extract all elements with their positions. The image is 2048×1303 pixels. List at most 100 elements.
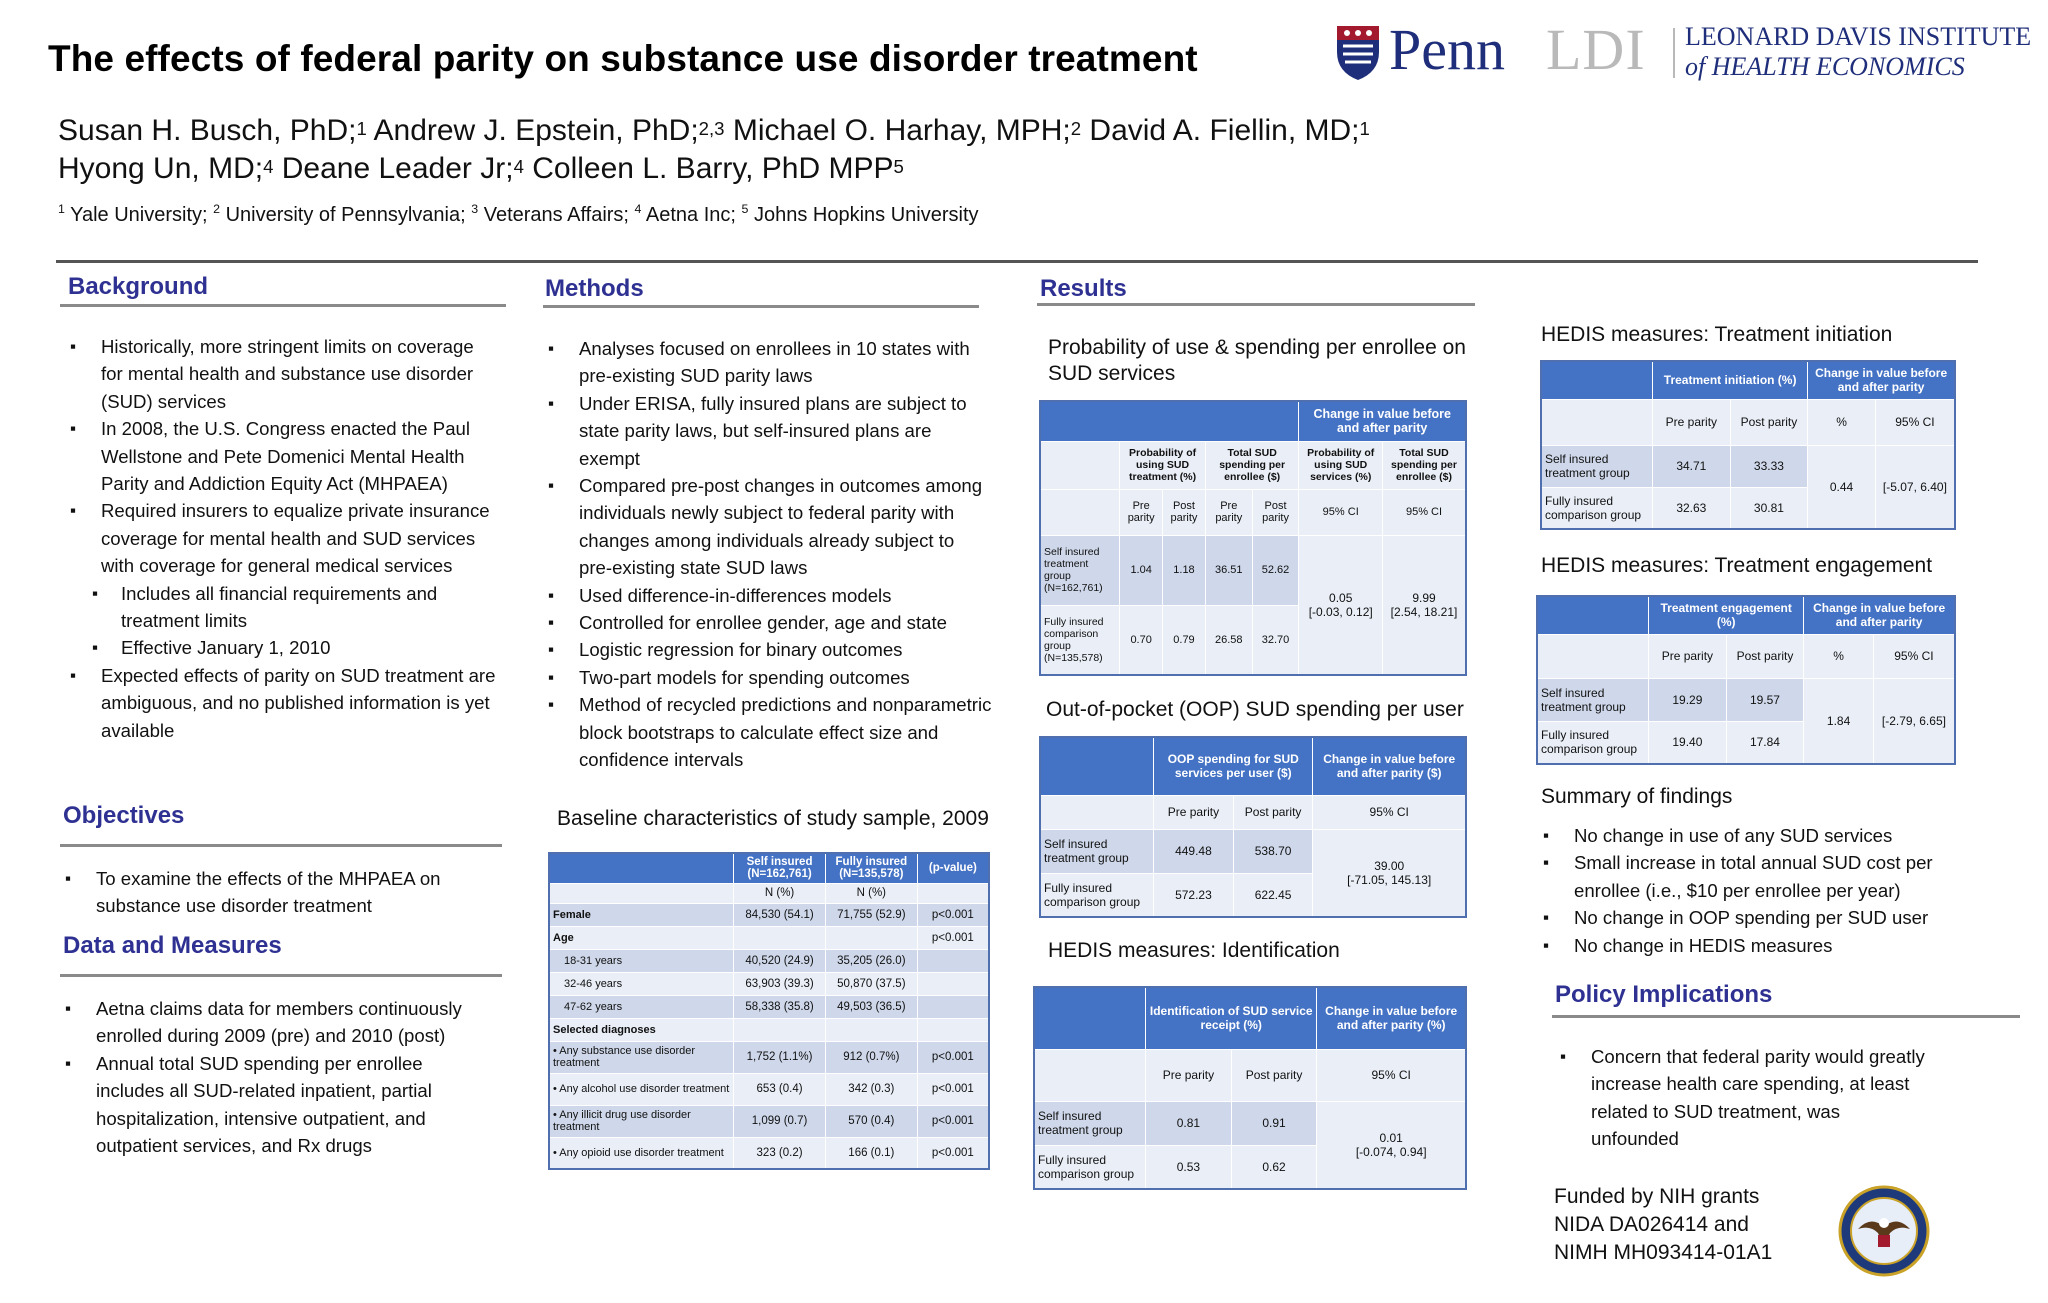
- ident-row-label: Self insured treatment group: [1033, 1100, 1147, 1146]
- summary-item: Small increase in total annual SUD cost …: [1543, 849, 1973, 904]
- background-item: Includes all financial requirements and …: [70, 580, 500, 635]
- background-heading: Background: [68, 273, 209, 300]
- engage-chg-pct: 1.84: [1803, 677, 1874, 765]
- oop-table: OOP spending for SUD services per user (…: [1039, 736, 1467, 918]
- prob-col-chg-prob: Probability of using SUD services (%): [1298, 440, 1383, 490]
- objective-item: To examine the effects of the MHPAEA on …: [65, 865, 495, 920]
- engage-post: Post parity: [1725, 633, 1805, 679]
- baseline-cell-p: p<0.001: [916, 1136, 990, 1170]
- oop-chg: 39.00 [-71.05, 145.13]: [1312, 828, 1467, 918]
- init-cell: 34.71: [1652, 444, 1731, 488]
- engage-row-label: Self insured treatment group: [1536, 677, 1650, 722]
- method-item: Analyses focused on enrollees in 10 stat…: [548, 335, 992, 390]
- init-post: Post parity: [1729, 398, 1809, 446]
- data-measure-item: Aetna claims data for members continuous…: [65, 995, 495, 1050]
- method-item: Under ERISA, fully insured plans are sub…: [548, 390, 992, 472]
- init-pct: %: [1807, 398, 1876, 446]
- init-table: Treatment initiation (%) Change in value…: [1540, 360, 1956, 530]
- methods-heading: Methods: [545, 275, 644, 302]
- baseline-col-fully: Fully insured (N=135,578): [824, 852, 918, 884]
- penn-wordmark: Penn: [1389, 17, 1505, 82]
- method-item: Compared pre-post changes in outcomes am…: [548, 472, 992, 582]
- policy-list: Concern that federal parity would greatl…: [1560, 1043, 1930, 1153]
- prob-col-prob: Probability of using SUD treatment (%): [1119, 440, 1206, 490]
- funding-line: NIDA DA026414 and: [1554, 1213, 1749, 1236]
- author-name: Deane Leader Jr;: [273, 152, 514, 185]
- affil-sup: 3: [471, 202, 479, 216]
- prob-cell: 0.79: [1162, 604, 1206, 676]
- prob-table-title: Probability of use & spending per enroll…: [1048, 336, 1466, 385]
- baseline-row: Selected diagnoses: [548, 1017, 990, 1042]
- baseline-cell-label: Age: [548, 925, 735, 950]
- prob-col-spend: Total SUD spending per enrollee ($): [1204, 440, 1300, 490]
- ident-cell: 0.91: [1230, 1100, 1318, 1146]
- baseline-cell-self: 63,903 (39.3): [733, 971, 826, 996]
- engage-cell: 19.40: [1648, 720, 1727, 765]
- baseline-cell-p: p<0.001: [916, 1040, 990, 1074]
- baseline-cell-self: 323 (0.2): [733, 1136, 826, 1170]
- ident-sub-blank: [1033, 1048, 1147, 1102]
- author-sup: 4: [263, 156, 274, 177]
- baseline-cell-label: Selected diagnoses: [548, 1017, 735, 1042]
- objectives-list: To examine the effects of the MHPAEA on …: [65, 865, 495, 920]
- funding-line: NIMH MH093414-01A1: [1554, 1241, 1773, 1264]
- affil-sup: 2: [213, 202, 221, 216]
- prob-chg-prob: 0.05 [-0.03, 0.12]: [1298, 534, 1383, 676]
- author-line-1: Susan H. Busch, PhD;1 Andrew J. Epstein,…: [58, 112, 1370, 150]
- policy-rule: [1552, 1015, 2020, 1018]
- ident-ci: 95% CI: [1316, 1048, 1467, 1102]
- baseline-row: 47-62 years 58,338 (35.8) 49,503 (36.5): [548, 994, 990, 1019]
- baseline-unit-self: N (%): [733, 882, 826, 904]
- baseline-col-p: (p-value): [916, 852, 990, 884]
- baseline-row: • Any substance use disorder treatment 1,…: [548, 1040, 990, 1074]
- ident-chg: 0.01 [-0.074, 0.94]: [1316, 1100, 1467, 1190]
- ldi-divider: [1673, 28, 1675, 78]
- baseline-row: 18-31 years 40,520 (24.9) 35,205 (26.0): [548, 948, 990, 973]
- author-name: Andrew J. Epstein, PhD;: [366, 114, 699, 147]
- summary-item: No change in use of any SUD services: [1543, 822, 1973, 850]
- baseline-cell-p: [916, 994, 990, 1019]
- baseline-corner: [548, 852, 735, 884]
- data-measures-rule: [60, 974, 502, 977]
- init-col: Treatment initiation (%): [1652, 360, 1809, 400]
- baseline-row: • Any illicit drug use disorder treatmen…: [548, 1104, 990, 1138]
- engage-table-title: HEDIS measures: Treatment engagement: [1541, 554, 1933, 577]
- init-change: Change in value before and after parity: [1807, 360, 1956, 400]
- baseline-table: Self insured (N=162,761) Fully insured (…: [548, 852, 990, 1170]
- engage-row-label: Fully insured comparison group: [1536, 720, 1650, 765]
- method-item: Used difference-in-differences models: [548, 582, 992, 610]
- prob-row-label: Self insured treatment group (N=162,761): [1039, 534, 1121, 606]
- affiliations: 1 Yale University; 2 University of Penns…: [58, 202, 979, 227]
- init-table-title: HEDIS measures: Treatment initiation: [1541, 323, 1893, 346]
- author-list: Susan H. Busch, PhD;1 Andrew J. Epstein,…: [58, 112, 1370, 188]
- init-cell: 32.63: [1652, 486, 1731, 530]
- init-sub-blank: [1540, 398, 1654, 446]
- author-name: Hyong Un, MD;: [58, 152, 264, 185]
- summary-title: Summary of findings: [1541, 785, 1733, 808]
- ident-pre: Pre parity: [1145, 1048, 1232, 1102]
- baseline-unit-p-blank: [916, 882, 990, 904]
- prob-sub2-blank: [1039, 488, 1121, 536]
- header-divider: [56, 260, 1978, 263]
- prob-row-label: Fully insured comparison group (N=135,57…: [1039, 604, 1121, 676]
- ident-cell: 0.81: [1145, 1100, 1232, 1146]
- baseline-cell-fully: 166 (0.1): [824, 1136, 918, 1170]
- prob-chg-spend: 9.99 [2.54, 18.21]: [1382, 534, 1467, 676]
- baseline-cell-self: 40,520 (24.9): [733, 948, 826, 973]
- background-item: Required insurers to equalize private in…: [70, 497, 500, 579]
- baseline-col-self: Self insured (N=162,761): [733, 852, 826, 884]
- oop-post: Post parity: [1232, 794, 1314, 830]
- init-cell: 33.33: [1729, 444, 1809, 488]
- baseline-cell-p: [916, 948, 990, 973]
- ident-post: Post parity: [1230, 1048, 1318, 1102]
- affil-sup: 4: [634, 202, 642, 216]
- prob-change-header: Change in value before and after parity: [1298, 400, 1467, 442]
- prob-sub-blank: [1039, 440, 1121, 490]
- baseline-cell-label: Female: [548, 902, 735, 927]
- baseline-cell-self: 1,099 (0.7): [733, 1104, 826, 1138]
- author-sup: 2: [1070, 118, 1082, 139]
- engage-pct: %: [1803, 633, 1874, 679]
- baseline-cell-label: 47-62 years: [548, 994, 735, 1019]
- prob-post-1: Post parity: [1162, 488, 1206, 536]
- author-sup: 4: [513, 156, 524, 177]
